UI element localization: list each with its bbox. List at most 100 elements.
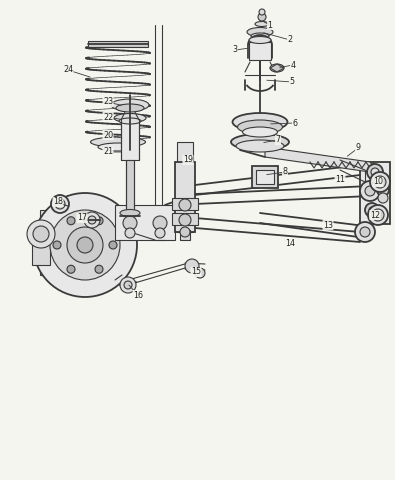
Ellipse shape [98,143,138,151]
Ellipse shape [236,140,284,152]
Ellipse shape [243,127,278,137]
Circle shape [179,214,191,226]
Bar [172,198,198,210]
Circle shape [179,199,191,211]
Text: 16: 16 [133,290,143,300]
Ellipse shape [255,22,269,26]
Ellipse shape [114,113,146,122]
Circle shape [95,265,103,273]
Ellipse shape [237,120,282,134]
Ellipse shape [251,33,269,39]
Text: 8: 8 [282,168,288,177]
Ellipse shape [90,137,145,147]
Text: 12: 12 [370,211,380,219]
Bar [40,210,115,275]
Circle shape [109,241,117,249]
Circle shape [360,227,370,237]
Circle shape [368,205,388,225]
Bar [115,205,175,240]
Circle shape [125,228,135,238]
Text: 13: 13 [323,220,333,229]
Bar [88,41,148,47]
Circle shape [180,227,190,237]
Circle shape [153,216,167,230]
Circle shape [27,220,55,248]
Ellipse shape [231,134,289,150]
Text: 10: 10 [373,178,383,187]
Ellipse shape [249,36,271,44]
Circle shape [67,265,75,273]
Text: 24: 24 [63,65,73,74]
Bar [126,160,134,210]
Circle shape [33,193,137,297]
Text: 7: 7 [275,135,280,144]
Circle shape [365,186,375,196]
Circle shape [370,172,390,192]
Circle shape [369,207,375,213]
Bar [32,223,50,265]
Text: 21: 21 [103,147,113,156]
Bar [177,142,193,232]
Circle shape [372,209,384,221]
Circle shape [55,199,65,209]
Circle shape [155,228,165,238]
Ellipse shape [270,64,284,72]
Circle shape [53,241,61,249]
Circle shape [51,195,69,213]
Text: 18: 18 [53,197,63,206]
Text: 22: 22 [103,112,113,121]
Text: 17: 17 [77,214,87,223]
Bar [121,120,139,160]
Circle shape [77,237,93,253]
Text: 5: 5 [290,77,295,86]
Circle shape [88,216,96,224]
Ellipse shape [247,27,273,36]
Circle shape [360,181,380,201]
Circle shape [67,227,103,263]
Circle shape [371,168,379,176]
Circle shape [95,217,103,225]
Polygon shape [270,64,284,72]
Text: 1: 1 [267,21,273,29]
Text: 15: 15 [191,267,201,276]
Circle shape [124,281,132,289]
Text: 19: 19 [183,156,193,165]
Polygon shape [265,147,375,172]
Ellipse shape [233,113,288,131]
Bar [249,42,271,60]
Ellipse shape [116,104,144,112]
Circle shape [33,226,49,242]
Circle shape [84,212,100,228]
Bar [175,162,195,232]
Circle shape [355,222,375,242]
Polygon shape [360,162,390,224]
Circle shape [378,193,388,203]
Circle shape [185,259,199,273]
Text: 14: 14 [285,240,295,249]
Text: 23: 23 [103,97,113,107]
Text: 6: 6 [293,119,297,128]
Ellipse shape [120,209,140,216]
Circle shape [195,268,205,278]
Text: 4: 4 [290,60,295,70]
Bar [256,170,274,184]
Text: 20: 20 [103,131,113,140]
Circle shape [374,176,386,188]
Circle shape [377,184,389,196]
Text: 11: 11 [335,176,345,184]
Text: 3: 3 [233,46,237,55]
Circle shape [258,13,266,21]
Bar [172,213,198,225]
Text: 9: 9 [356,144,361,153]
Circle shape [67,217,75,225]
Ellipse shape [119,118,141,124]
Circle shape [259,9,265,15]
Circle shape [365,203,379,217]
Circle shape [120,277,136,293]
Circle shape [367,164,383,180]
Bar [252,166,278,188]
Bar [180,230,190,240]
Ellipse shape [111,99,149,111]
Circle shape [123,216,137,230]
Circle shape [50,210,120,280]
